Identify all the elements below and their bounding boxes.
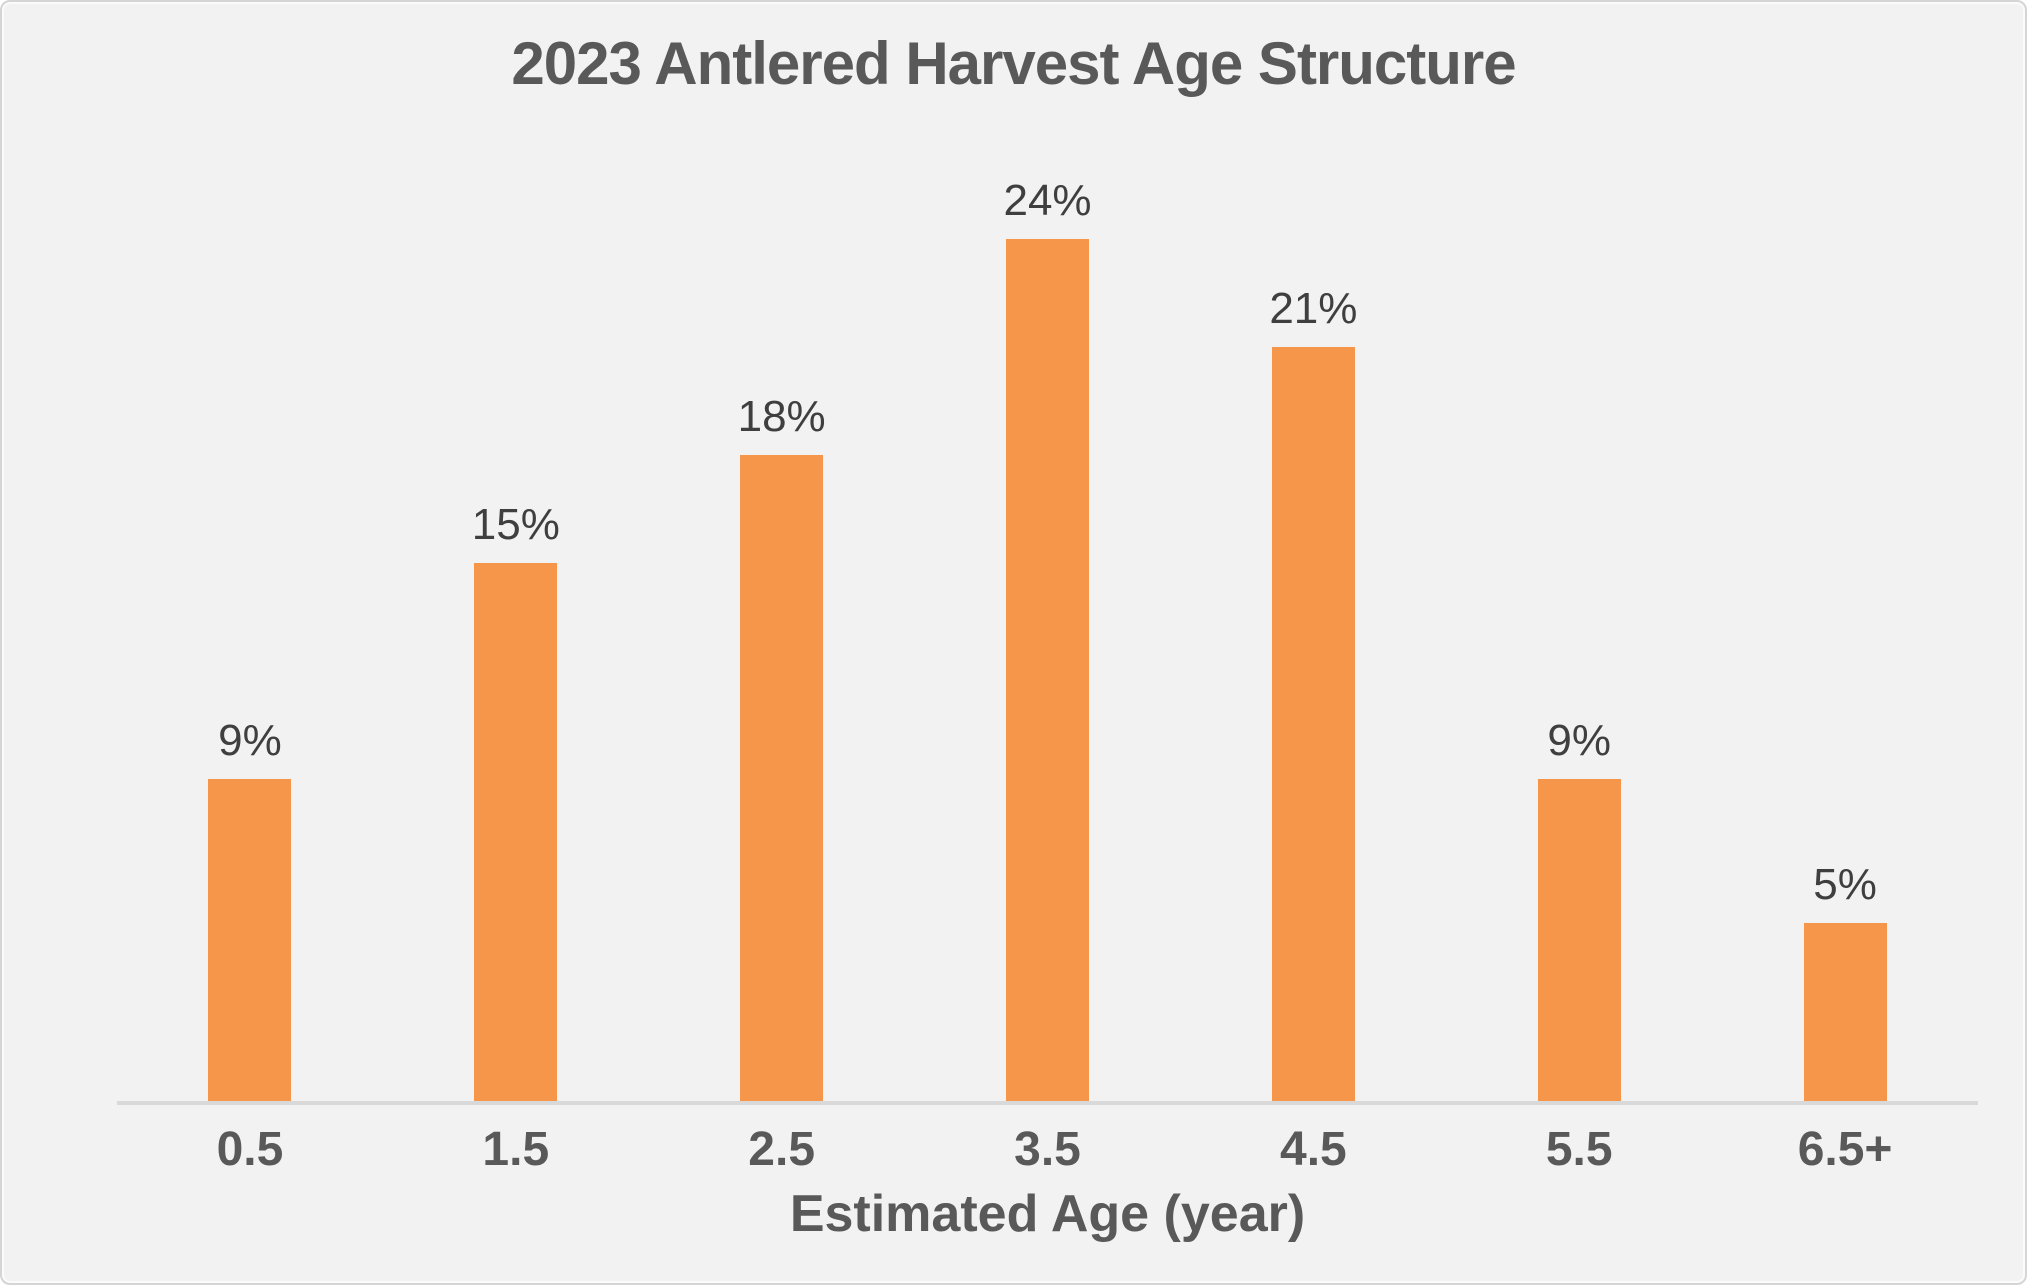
x-axis-tick-label: 3.5 (1014, 1123, 1081, 1176)
bar-slot: 9% (1446, 2, 1712, 1103)
bar-slot: 9% (117, 2, 383, 1103)
bar (740, 455, 824, 1103)
bar-data-label: 5% (1813, 860, 1877, 909)
x-axis-tick-label: 1.5 (482, 1123, 550, 1176)
bar-data-label: 18% (737, 392, 826, 441)
x-axis-tick-label: 5.5 (1545, 1123, 1613, 1176)
bar-slot: 18% (649, 2, 915, 1103)
bar-data-label: 15% (471, 500, 560, 549)
bar-data-label: 9% (1547, 716, 1612, 765)
x-axis-tick-row: 0.5 1.5 2.5 3.5 4.5 5.5 6.5+ (117, 1122, 1978, 1177)
x-axis-tick-label: 2.5 (748, 1123, 816, 1176)
chart-title: 2023 Antlered Harvest Age Structure (511, 30, 1516, 97)
bar (1803, 923, 1887, 1103)
bar-slot: 5% (1712, 2, 1978, 1103)
x-axis-tick-label: 4.5 (1280, 1123, 1347, 1176)
bar (1537, 779, 1621, 1103)
bar (208, 779, 292, 1103)
x-axis-title: Estimated Age (year) (789, 1185, 1306, 1243)
bar-slot: 15% (383, 2, 649, 1103)
bar-data-label: 24% (1003, 176, 1092, 225)
plot-area: 9% 15% 18% 24% 21% 9% 5% (117, 2, 1978, 1103)
bar-data-label: 21% (1269, 284, 1358, 333)
bar-data-label: 9% (218, 716, 282, 765)
bar (1271, 347, 1355, 1103)
bar (1006, 239, 1089, 1103)
bar-slot: 24% (915, 2, 1181, 1103)
bar (474, 563, 558, 1103)
bar-slot: 21% (1180, 2, 1446, 1103)
x-axis-tick-label: 6.5+ (1797, 1123, 1893, 1176)
x-axis-tick-label: 0.5 (216, 1123, 284, 1176)
x-axis-line (117, 1101, 1978, 1105)
